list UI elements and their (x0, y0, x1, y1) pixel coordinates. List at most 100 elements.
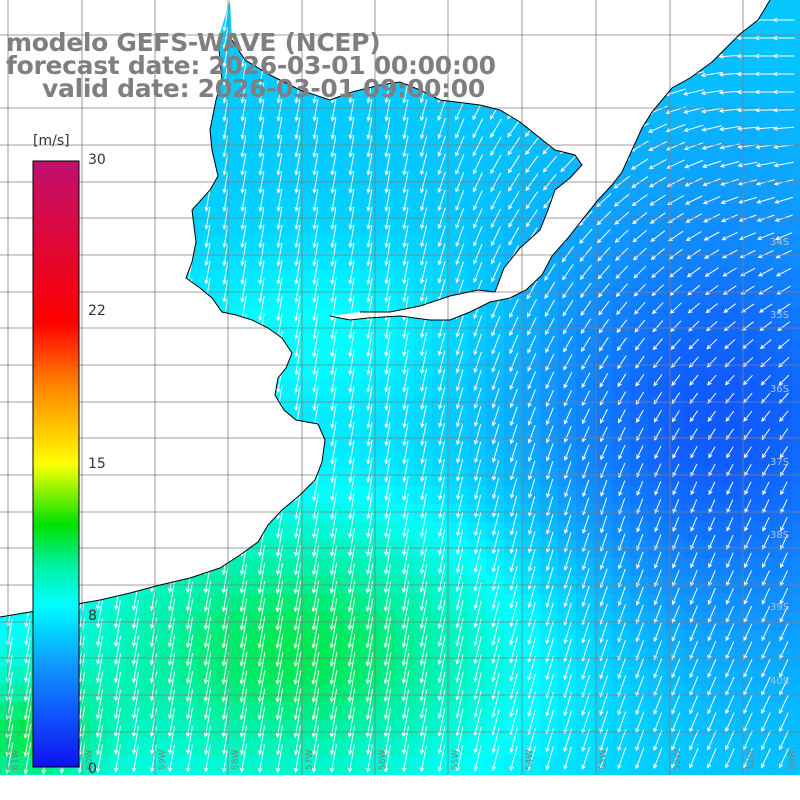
wind-arrow (276, 422, 283, 447)
wind-speed-cell (450, 450, 469, 469)
wind-speed-cell (234, 594, 253, 613)
wind-speed-cell (162, 774, 181, 775)
wind-speed-cell (612, 90, 631, 109)
wind-arrow (545, 620, 554, 645)
wind-arrow (366, 153, 373, 176)
wind-arrow (96, 225, 103, 248)
wind-arrow (186, 404, 193, 429)
wind-arrow (775, 267, 792, 277)
wind-speed-cell (0, 342, 19, 361)
wind-arrow (560, 192, 575, 209)
wind-arrow (96, 368, 103, 393)
wind-arrow (611, 14, 632, 26)
wind-speed-cell (522, 432, 541, 451)
wind-speed-cell (180, 360, 199, 379)
wind-speed-cell (360, 522, 379, 541)
wind-arrow (683, 124, 704, 133)
wind-arrow (114, 368, 121, 393)
wind-speed-cell (504, 558, 523, 577)
wind-arrow (726, 517, 734, 532)
wind-speed-cell (468, 468, 487, 487)
wind-speed-cell (414, 630, 433, 649)
wind-speed-cell (666, 540, 685, 559)
wind-arrow (683, 142, 704, 151)
wind-speed-cell (414, 432, 433, 451)
wind-arrow (456, 476, 463, 501)
wind-speed-cell (666, 486, 685, 505)
wind-arrow (222, 260, 229, 285)
wind-speed-cell (792, 324, 800, 343)
wind-speed-cell (108, 774, 127, 775)
wind-arrow (635, 409, 644, 424)
wind-speed-cell (792, 108, 800, 127)
wind-arrow (366, 386, 373, 411)
wind-arrow (131, 726, 139, 755)
wind-speed-cell (702, 468, 721, 487)
wind-speed-cell (630, 90, 649, 109)
wind-arrow (491, 745, 500, 772)
wind-speed-cell (684, 18, 703, 37)
wind-speed-cell (126, 720, 145, 739)
wind-speed-cell (792, 144, 800, 163)
wind-speed-cell (234, 648, 253, 667)
wind-speed-cell (720, 432, 739, 451)
wind-arrow (186, 153, 193, 176)
wind-speed-cell (756, 540, 775, 559)
wind-speed-cell (630, 378, 649, 397)
wind-speed-cell (378, 0, 397, 19)
wind-speed-cell (324, 180, 343, 199)
wind-arrow (222, 510, 229, 539)
wind-arrow (294, 349, 301, 376)
wind-speed-cell (252, 306, 271, 325)
wind-arrow (600, 480, 608, 497)
wind-arrow (629, 51, 650, 62)
wind-arrow (168, 117, 175, 140)
wind-speed-cell (594, 72, 613, 91)
wind-arrow (761, 410, 771, 422)
wind-arrow (690, 534, 698, 551)
wind-speed-cell (324, 594, 343, 613)
wind-arrow (672, 445, 680, 459)
wind-arrow (725, 748, 735, 769)
wind-arrow (508, 190, 520, 210)
wind-arrow (437, 153, 446, 176)
wind-arrow (185, 581, 194, 612)
wind-speed-cell (702, 630, 721, 649)
wind-speed-cell (378, 630, 397, 649)
wind-arrow (402, 135, 409, 158)
wind-speed-cell (270, 108, 289, 127)
wind-arrow (780, 499, 788, 514)
wind-speed-cell (432, 684, 451, 703)
wind-arrow (222, 45, 229, 68)
wind-arrow (576, 13, 595, 28)
wind-arrow (204, 493, 211, 520)
wind-arrow (275, 744, 283, 773)
wind-arrow (690, 481, 698, 496)
wind-arrow (774, 196, 793, 204)
wind-speed-cell (432, 252, 451, 271)
wind-speed-cell (720, 324, 739, 343)
wind-speed-cell (108, 720, 127, 739)
wind-arrow (419, 689, 428, 720)
wind-arrow (402, 404, 409, 429)
wind-speed-cell (306, 324, 325, 343)
wind-speed-cell (612, 558, 631, 577)
wind-arrow (756, 196, 775, 204)
wind-speed-cell (198, 702, 217, 721)
wind-arrow (545, 389, 555, 408)
wind-arrow (131, 599, 139, 630)
wind-arrow (473, 261, 483, 283)
wind-speed-cell (234, 342, 253, 361)
wind-speed-cell (576, 468, 595, 487)
wind-arrow (132, 422, 139, 447)
wind-speed-cell (0, 234, 19, 253)
wind-arrow (647, 69, 668, 79)
wind-speed-cell (108, 0, 127, 19)
wind-arrow (132, 744, 139, 773)
wind-speed-cell (486, 756, 505, 775)
wind-speed-cell (144, 288, 163, 307)
wind-speed-cell (792, 72, 800, 91)
wind-speed-cell (252, 720, 271, 739)
wind-speed-cell (270, 612, 289, 631)
wind-speed-cell (288, 270, 307, 289)
